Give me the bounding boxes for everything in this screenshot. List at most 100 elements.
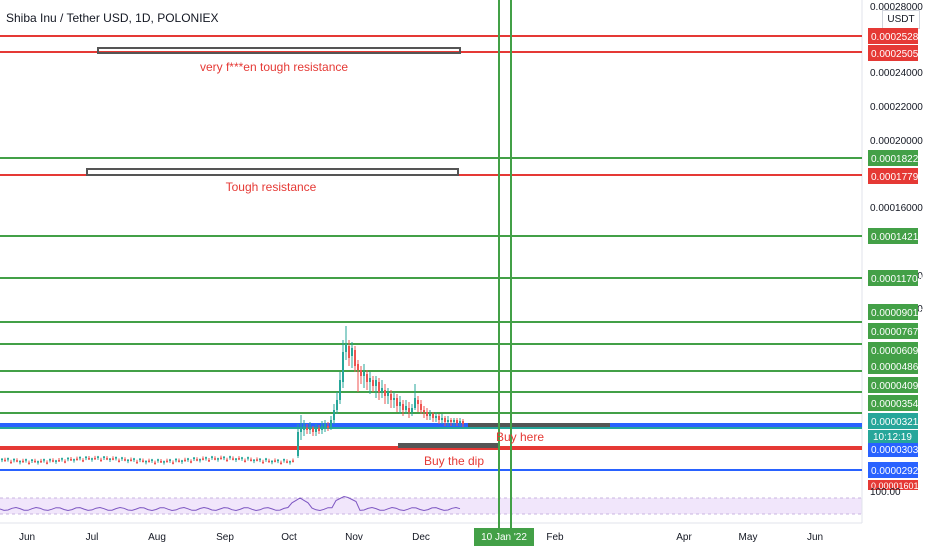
candle-body <box>438 416 440 420</box>
candle-body <box>85 456 87 459</box>
candle-body <box>447 420 449 422</box>
candle-body <box>94 457 96 460</box>
price-tick-label: 0.00020000 <box>870 136 923 147</box>
candle-body <box>450 420 452 422</box>
candle-body <box>336 400 338 410</box>
candle-body <box>372 380 374 386</box>
chart-annotation: Buy the dip <box>424 454 484 468</box>
price-level-badge <box>868 358 918 374</box>
candle-body <box>265 458 267 460</box>
time-tick-label: Sep <box>216 532 234 543</box>
price-level-label: 0.00004091 <box>871 381 924 392</box>
candle-body <box>193 457 195 460</box>
candle-body <box>31 459 33 462</box>
price-tick-label: 0.00024000 <box>870 68 923 79</box>
candle-body <box>339 380 341 400</box>
candle-body <box>46 462 48 464</box>
price-level-badge <box>868 270 918 286</box>
candle-body <box>43 459 45 461</box>
candle-body <box>360 370 362 376</box>
time-tick-label: Nov <box>345 532 363 543</box>
candle-body <box>300 428 302 432</box>
buy-dip-box <box>398 443 500 448</box>
candle-body <box>459 421 461 423</box>
price-tick-label: 0.00028000 <box>870 2 923 13</box>
candle-body <box>345 344 347 352</box>
candle-body <box>205 457 207 459</box>
candle-body <box>453 420 455 422</box>
candle-body <box>384 390 386 396</box>
price-level-label: 0.00014218 <box>871 232 924 243</box>
time-tick-label: Feb <box>546 532 564 543</box>
candle-body <box>363 372 365 376</box>
candle-body <box>247 457 249 459</box>
candle-body <box>429 414 431 416</box>
time-tick-label: Jun <box>807 532 823 543</box>
candle-body <box>73 459 75 461</box>
candle-body <box>238 458 240 460</box>
price-level-label: 0.00025052 <box>871 49 924 60</box>
candle-body <box>79 456 81 459</box>
candle-body <box>109 458 111 460</box>
candle-body <box>163 461 165 463</box>
current-date-badge <box>474 528 534 546</box>
candle-body <box>187 458 189 460</box>
candle-body <box>423 410 425 412</box>
resistance-box-upper <box>97 47 461 54</box>
candle-body <box>223 456 225 459</box>
resistance-box-lower <box>86 168 459 176</box>
candle-body <box>136 461 138 464</box>
candle-body <box>175 458 177 461</box>
candle-body <box>208 460 210 462</box>
candle-body <box>103 456 105 458</box>
candle-body <box>25 459 27 461</box>
candle-body <box>441 418 443 420</box>
candle-body <box>256 459 258 461</box>
candle-body <box>67 457 69 460</box>
candle-body <box>411 408 413 412</box>
candle-body <box>342 352 344 382</box>
rsi-line <box>0 495 461 512</box>
price-level-label: 0.00025288 <box>871 32 924 43</box>
candle-body <box>166 460 168 463</box>
candle-body <box>118 460 120 463</box>
candle-body <box>390 394 392 400</box>
price-level-label: 0.00018221 <box>871 154 924 165</box>
candle-body <box>402 404 404 410</box>
price-level-label: 0.00017792 <box>871 172 924 183</box>
candle-body <box>4 459 6 462</box>
time-tick-label: Dec <box>412 532 430 543</box>
candle-body <box>37 461 39 463</box>
price-level-label: 0.00004865 <box>871 362 924 373</box>
time-tick-label: Jul <box>86 532 99 543</box>
candle-body <box>366 374 368 382</box>
candle-body <box>309 427 311 430</box>
candle-body <box>348 346 350 358</box>
price-level-label: 0.00007677 <box>871 327 924 338</box>
candle-body <box>1 458 3 461</box>
candle-body <box>229 456 231 458</box>
candle-body <box>357 364 359 370</box>
price-level-badge <box>868 304 918 320</box>
candle-body <box>378 382 380 392</box>
price-level-label: 0.00003544 <box>871 399 924 410</box>
price-level-badge <box>868 395 918 411</box>
candle-body <box>462 421 464 424</box>
chart-annotation: Tough resistance <box>226 180 317 194</box>
candle-body <box>292 460 294 462</box>
candle-body <box>387 392 389 396</box>
candle-body <box>274 460 276 462</box>
chart-annotation: Buy here <box>496 430 544 444</box>
candle-body <box>405 406 407 410</box>
candle-body <box>321 426 323 430</box>
candle-body <box>315 428 317 432</box>
candle-body <box>327 426 329 428</box>
price-level-badge <box>868 342 918 358</box>
candle-body <box>61 458 63 460</box>
candle-body <box>396 398 398 406</box>
candle-body <box>232 458 234 460</box>
candle-body <box>115 457 117 459</box>
candle-body <box>211 456 213 458</box>
candle-body <box>214 458 216 460</box>
